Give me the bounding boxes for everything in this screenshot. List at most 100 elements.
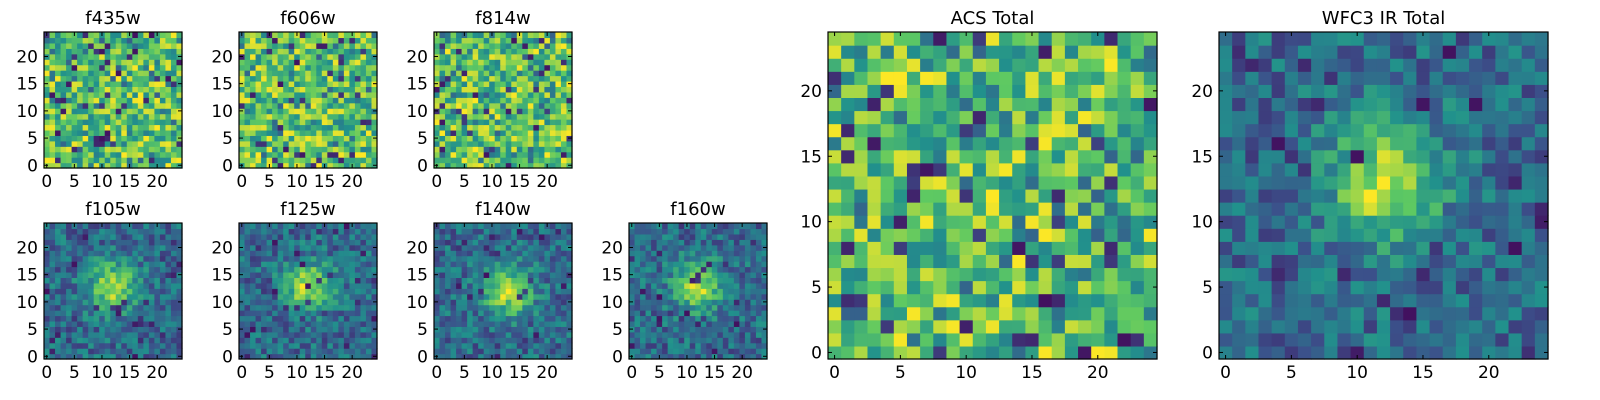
heatmap-cell [60,326,67,333]
heatmap-cell [115,157,122,164]
heatmap-cell [744,320,752,327]
heatmap-cell [695,331,702,338]
heatmap-cell [673,337,680,344]
heatmap-cell [1038,345,1053,360]
heatmap-cell [445,102,452,109]
heatmap-cell [176,64,183,71]
heatmap-cell [170,293,178,300]
heatmap-cell [132,64,139,71]
heatmap-cell [316,70,323,77]
heatmap-cell [959,267,974,282]
heatmap-cell [55,75,62,82]
heatmap-cell [445,233,452,240]
heatmap-cell [522,299,529,306]
heatmap-cell [544,277,551,284]
heatmap-cell [555,48,562,55]
heatmap-cell [445,140,452,147]
heatmap-cell [327,353,334,360]
heatmap-cell [478,129,485,136]
heatmap-cell [283,64,290,71]
heatmap-cell [82,223,89,230]
heatmap-cell [1104,267,1119,282]
heatmap-cell [66,86,73,93]
heatmap-cell [673,299,680,306]
heatmap-cell [673,315,680,322]
heatmap-cell [711,244,718,251]
heatmap-cell [1117,280,1132,295]
heatmap-cell [505,271,512,278]
heatmap-cell [667,337,674,344]
heatmap-cell [60,75,67,82]
heatmap-cell [332,37,339,44]
heatmap-cell [527,124,534,131]
heatmap-cell [439,108,446,115]
heatmap-cell [88,288,95,295]
heatmap-cell [728,239,735,246]
heatmap-cell [972,280,987,295]
heatmap-cell [239,293,246,300]
heatmap-cell [71,37,78,44]
heatmap-cell [483,244,490,251]
heatmap-cell [143,266,150,273]
heatmap-cell [121,113,128,120]
heatmap-cell [667,326,674,333]
heatmap-cell [472,135,479,142]
heatmap-cell [99,59,106,66]
heatmap-cell [126,342,133,349]
heatmap-cell [450,228,457,235]
heatmap-cell [456,326,463,333]
heatmap-cell [310,304,317,311]
heatmap-cell [55,113,62,120]
heatmap-cell [110,64,117,71]
heatmap-cell [478,315,485,322]
heatmap-cell [170,70,178,77]
heatmap-cell [321,299,328,306]
heatmap-cell [93,97,100,104]
heatmap-cell [170,315,178,322]
heatmap-cell [434,261,441,268]
heatmap-cell [445,228,452,235]
heatmap-cell [629,310,636,317]
heatmap-cell [972,254,987,269]
heatmap-cell [132,288,139,295]
heatmap-cell [115,140,122,147]
heatmap-cell [283,337,290,344]
heatmap-cell [761,277,768,284]
heatmap-cell [1117,319,1132,334]
y-tick-label: 0 [417,347,428,367]
heatmap-cell [332,244,339,251]
heatmap-cell [500,32,507,39]
heatmap-cell [332,299,339,306]
heatmap-cell [371,59,378,66]
heatmap-cell [371,233,378,240]
heatmap-cell [717,223,724,230]
heatmap-cell [566,320,573,327]
heatmap-cell [467,293,474,300]
heatmap-cell [250,271,257,278]
heatmap-cell [360,64,367,71]
heatmap-cell [310,80,317,87]
heatmap-cell [126,113,133,120]
heatmap-cell [71,64,78,71]
y-tick-label: 15 [16,266,38,286]
heatmap-cell [538,42,545,49]
heatmap-cell [689,223,696,230]
heatmap-cell [560,233,568,240]
heatmap-cell [250,250,257,257]
x-tick-label: 20 [731,363,753,383]
heatmap-cell [239,151,246,158]
heatmap-cell [288,288,295,295]
heatmap-cell [365,353,373,360]
heatmap-cell [110,277,117,284]
heatmap-cell [522,337,529,344]
heatmap-cell [60,129,67,136]
heatmap-cell [505,86,512,93]
heatmap-cell [165,228,172,235]
heatmap-cell [360,91,367,98]
heatmap-cell [255,157,262,164]
heatmap-cell [360,75,367,82]
heatmap-cell [165,53,172,60]
heatmap-cell [165,261,172,268]
heatmap-cell [148,53,155,60]
heatmap-cell [272,310,279,317]
